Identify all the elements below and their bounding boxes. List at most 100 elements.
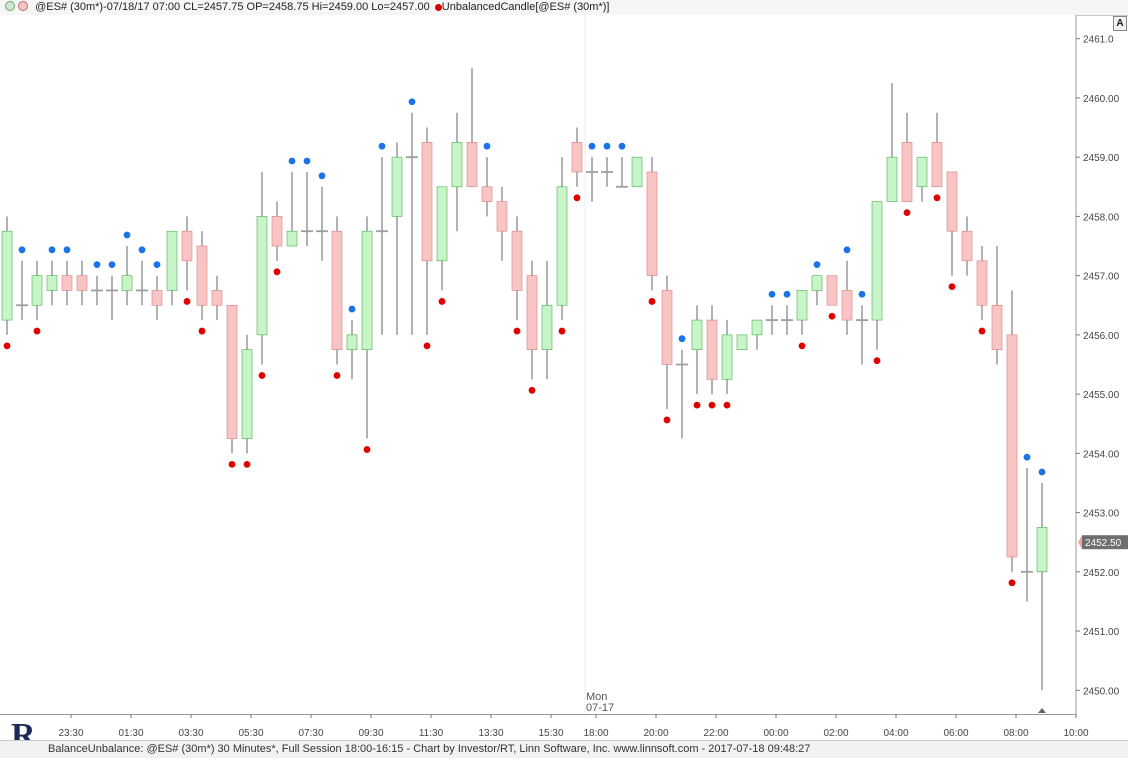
candle-down[interactable] — [481, 186, 493, 202]
candle-up[interactable] — [46, 275, 58, 291]
candle-down[interactable] — [151, 290, 163, 306]
x-tick-label: 02:00 — [823, 728, 848, 739]
candle-up[interactable] — [166, 230, 178, 291]
candle-down[interactable] — [196, 245, 208, 306]
candle-up[interactable] — [811, 275, 823, 291]
candle-down[interactable] — [181, 230, 193, 262]
x-tick-label: 04:00 — [883, 728, 908, 739]
unbalanced-high-marker — [138, 246, 146, 254]
candle-down[interactable] — [1006, 334, 1018, 558]
candle-down[interactable] — [571, 142, 583, 173]
candle-down[interactable] — [271, 216, 283, 247]
x-tick-label: 15:30 — [538, 728, 563, 739]
candle-up[interactable] — [31, 275, 43, 306]
unbalanced-high-marker — [153, 261, 161, 269]
candle-down[interactable] — [901, 142, 913, 202]
status-dot-red[interactable] — [18, 1, 28, 11]
unbalanced-high-marker — [123, 231, 131, 239]
y-tick-label: 2455.00 — [1083, 390, 1120, 401]
candle-down[interactable] — [961, 230, 973, 262]
symbol-info: @ES# (30m*)-07/18/17 07:00 CL=2457.75 OP… — [35, 1, 430, 13]
candle-down[interactable] — [61, 275, 73, 291]
candle-up[interactable] — [796, 290, 808, 321]
study-marker-icon — [434, 4, 442, 11]
candle-down[interactable] — [661, 290, 673, 365]
x-tick-label: 18:00 — [583, 728, 608, 739]
candle-down[interactable] — [826, 275, 838, 306]
candle-up[interactable] — [1036, 527, 1048, 573]
candle-up[interactable] — [886, 156, 898, 202]
candle-down[interactable] — [421, 142, 433, 262]
unbalanced-high-marker — [378, 142, 386, 150]
candle-down[interactable] — [931, 142, 943, 188]
unbalanced-low-marker — [33, 327, 41, 335]
unbalanced-low-marker — [273, 268, 281, 276]
candle-up[interactable] — [871, 201, 883, 321]
unbalanced-high-marker — [63, 246, 71, 254]
session-day-label: Mon — [586, 691, 607, 703]
x-tick-label: 10:00 — [1063, 728, 1088, 739]
candle-up[interactable] — [451, 142, 463, 188]
candle-up[interactable] — [751, 319, 763, 336]
unbalanced-high-marker — [813, 261, 821, 269]
candle-up[interactable] — [256, 216, 268, 336]
candle-down[interactable] — [466, 142, 478, 188]
candle-up[interactable] — [631, 156, 643, 188]
candle-up[interactable] — [241, 349, 253, 439]
y-tick-label: 2460.00 — [1083, 94, 1120, 105]
study-label[interactable]: UnbalancedCandle[@ES# (30m*)] — [441, 1, 610, 13]
candle-down[interactable] — [211, 290, 223, 306]
unbalanced-high-marker — [588, 142, 596, 150]
candle-down[interactable] — [946, 171, 958, 232]
unbalanced-high-marker — [408, 98, 416, 106]
y-tick-label: 2457.00 — [1083, 272, 1120, 283]
unbalanced-high-marker — [768, 290, 776, 298]
candle-down[interactable] — [991, 304, 1003, 350]
candle-down[interactable] — [841, 290, 853, 321]
candle-down[interactable] — [76, 275, 88, 291]
unbalanced-high-marker — [303, 157, 311, 165]
price-pointer-icon — [1078, 535, 1082, 550]
candle-down[interactable] — [526, 275, 538, 350]
candle-up[interactable] — [556, 186, 568, 306]
candle-up[interactable] — [916, 156, 928, 188]
candle-up[interactable] — [286, 230, 298, 247]
candle-up[interactable] — [436, 186, 448, 262]
unbalanced-low-marker — [1008, 579, 1016, 587]
candle-up[interactable] — [721, 334, 733, 380]
unbalanced-low-marker — [828, 312, 836, 320]
candle-up[interactable] — [541, 304, 553, 350]
x-tick-label: 08:00 — [1003, 728, 1028, 739]
candle-down[interactable] — [226, 304, 238, 439]
candle-down[interactable] — [331, 230, 343, 350]
unbalanced-low-marker — [798, 342, 806, 350]
candle-up[interactable] — [346, 334, 358, 350]
candle-up[interactable] — [361, 230, 373, 350]
unbalanced-low-marker — [903, 209, 911, 216]
candle-up[interactable] — [736, 334, 748, 350]
autoscale-button[interactable]: A — [1113, 16, 1127, 31]
unbalanced-high-marker — [483, 142, 491, 150]
unbalanced-high-marker — [318, 172, 326, 180]
unbalanced-high-marker — [783, 290, 791, 298]
plot-area[interactable] — [0, 15, 1076, 714]
unbalanced-high-marker — [603, 142, 611, 150]
y-tick-label: 2458.00 — [1083, 212, 1120, 223]
candle-up[interactable] — [691, 319, 703, 350]
candle-up[interactable] — [121, 275, 133, 291]
candle-down[interactable] — [496, 201, 508, 232]
candle-down[interactable] — [646, 171, 658, 276]
unbalanced-low-marker — [228, 460, 236, 468]
candle-up[interactable] — [1, 230, 13, 321]
candle-up[interactable] — [391, 156, 403, 217]
x-tick-label: 20:00 — [643, 728, 668, 739]
unbalanced-low-marker — [363, 446, 371, 453]
candle-down[interactable] — [706, 319, 718, 380]
candle-down[interactable] — [976, 260, 988, 306]
status-dot-green[interactable] — [5, 1, 15, 11]
unbalanced-high-marker — [18, 246, 26, 254]
candle-down[interactable] — [511, 230, 523, 291]
y-tick-label: 2459.00 — [1083, 153, 1120, 164]
